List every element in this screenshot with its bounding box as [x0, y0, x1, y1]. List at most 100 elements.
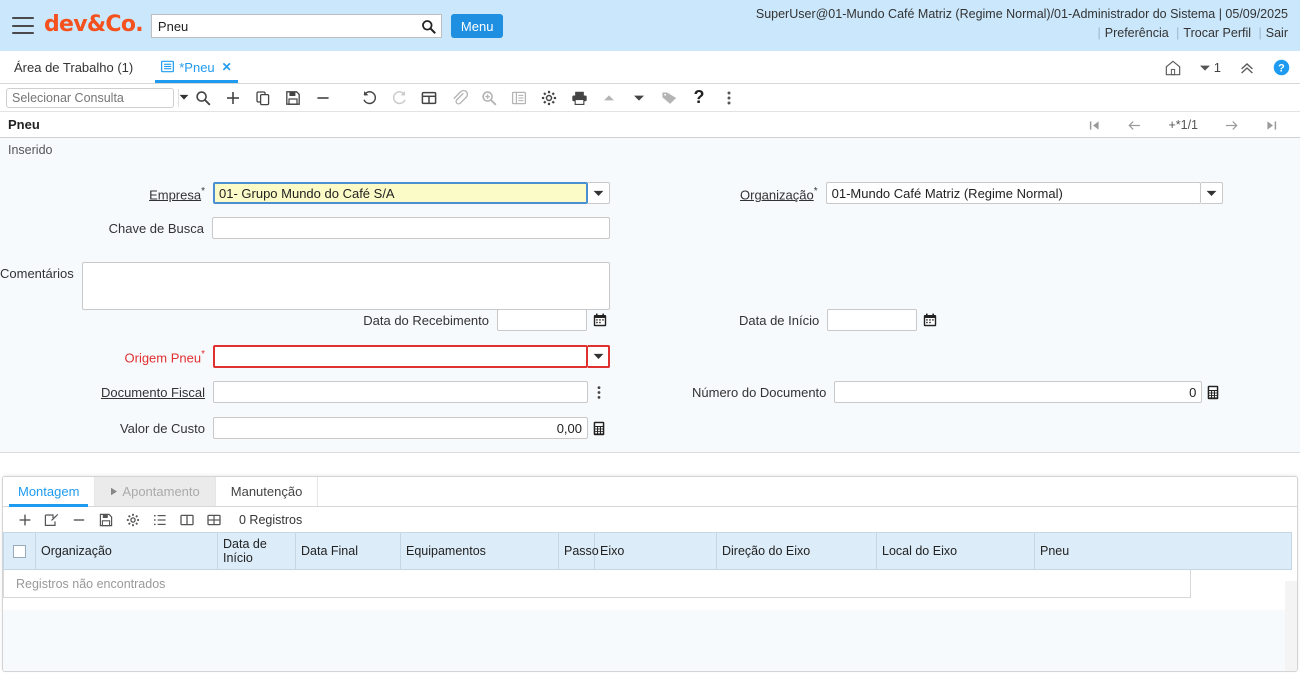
column-equipamentos[interactable]: Equipamentos	[400, 532, 559, 570]
close-icon[interactable]: ✕	[221, 60, 232, 74]
copy-icon[interactable]	[248, 85, 278, 111]
first-page-icon[interactable]	[1088, 119, 1101, 132]
comentarios-textarea[interactable]	[81, 262, 610, 310]
page-title: Pneu	[8, 117, 40, 132]
global-search-group	[150, 14, 442, 38]
query-selector[interactable]	[6, 87, 189, 108]
grid-empty-state: Registros não encontrados	[3, 570, 1191, 598]
column-passo[interactable]: Passo	[558, 532, 599, 570]
documento-fiscal-input[interactable]	[213, 381, 588, 403]
grid-toggle-icon[interactable]	[414, 85, 444, 111]
grid-header-row: Organização Data de Início Data Final Eq…	[3, 532, 1292, 570]
delete-icon[interactable]	[308, 85, 338, 111]
status-text: Inserido	[8, 142, 53, 157]
detail-grid: Organização Data de Início Data Final Eq…	[3, 532, 1292, 570]
remove-row-icon[interactable]	[65, 508, 92, 532]
empresa-label: Empresa*	[149, 186, 205, 203]
column-direcao-do-eixo[interactable]: Direção do Eixo	[716, 532, 877, 570]
empresa-input[interactable]	[213, 182, 588, 204]
column-eixo[interactable]: Eixo	[594, 532, 717, 570]
switch-profile-link[interactable]: Trocar Perfil	[1183, 26, 1252, 40]
more-icon[interactable]	[714, 85, 744, 111]
grid-toolbar: 0 Registros	[3, 507, 1297, 532]
column-local-do-eixo[interactable]: Local do Eixo	[876, 532, 1035, 570]
play-triangle-icon	[110, 484, 118, 499]
documento-fiscal-more-icon[interactable]	[588, 381, 610, 403]
select-all-checkbox[interactable]	[13, 545, 26, 559]
global-search-input[interactable]	[150, 14, 416, 38]
chevron-down-icon[interactable]	[624, 85, 654, 111]
origem-pneu-dropdown-icon[interactable]	[588, 345, 610, 368]
undo-icon[interactable]	[354, 85, 384, 111]
new-record-icon[interactable]	[218, 85, 248, 111]
print-icon[interactable]	[564, 85, 594, 111]
column-organizacao[interactable]: Organização	[35, 532, 218, 570]
search-icon[interactable]	[415, 14, 442, 38]
user-links: | Preferência | Trocar Perfil | Sair	[1097, 26, 1289, 40]
next-page-icon[interactable]	[1224, 119, 1239, 132]
valor-de-custo-input[interactable]	[213, 417, 588, 439]
organizacao-label: Organização*	[740, 186, 818, 203]
numero-do-documento-input[interactable]	[834, 381, 1203, 403]
record-count-dropdown[interactable]: 1	[1199, 60, 1221, 75]
data-de-inicio-label: Data de Início	[739, 313, 820, 328]
origem-pneu-input[interactable]	[213, 345, 588, 368]
search-icon[interactable]	[188, 85, 218, 111]
double-chevron-up-icon[interactable]	[1238, 59, 1256, 77]
column-data-de-inicio[interactable]: Data de Início	[217, 532, 296, 570]
calculator-icon[interactable]	[1202, 381, 1224, 403]
column-data-final[interactable]: Data Final	[295, 532, 401, 570]
chevron-down-icon[interactable]	[178, 88, 189, 107]
tab-label: *Pneu	[179, 59, 215, 75]
chave-de-busca-input[interactable]	[212, 217, 610, 239]
preference-link[interactable]: Preferência	[1104, 26, 1169, 40]
column-pneu[interactable]: Pneu	[1034, 532, 1292, 570]
data-do-recebimento-label: Data do Recebimento	[363, 313, 489, 328]
data-de-inicio-input[interactable]	[827, 309, 918, 331]
home-icon[interactable]	[1164, 59, 1182, 77]
organizacao-dropdown-icon[interactable]	[1200, 182, 1223, 204]
help-icon[interactable]: ?	[693, 87, 705, 107]
tab-pneu[interactable]: *Pneu ✕	[147, 51, 245, 83]
settings-icon[interactable]	[119, 508, 146, 532]
calculator-icon[interactable]	[588, 417, 610, 439]
logout-link[interactable]: Sair	[1265, 26, 1288, 40]
organizacao-input[interactable]	[825, 182, 1201, 204]
zoom-icon[interactable]	[474, 85, 504, 111]
grid-view-icon[interactable]	[200, 508, 227, 532]
report-icon[interactable]	[504, 85, 534, 111]
data-do-recebimento-input[interactable]	[497, 309, 587, 331]
add-row-icon[interactable]	[11, 508, 38, 532]
save-row-icon[interactable]	[92, 508, 119, 532]
chave-de-busca-label: Chave de Busca	[108, 221, 204, 236]
record-header: Pneu +*1/1	[0, 112, 1300, 138]
action-toolbar: ?	[0, 84, 1300, 112]
chevron-up-icon[interactable]	[594, 85, 624, 111]
list-view-icon[interactable]	[146, 508, 173, 532]
select-all-header[interactable]	[3, 532, 36, 570]
query-select-input[interactable]	[7, 88, 178, 107]
calendar-icon[interactable]	[590, 309, 610, 331]
last-page-icon[interactable]	[1265, 119, 1278, 132]
tab-montagem[interactable]: Montagem	[3, 477, 96, 507]
numero-do-documento-label: Número do Documento	[692, 385, 827, 400]
tab-area-de-trabalho[interactable]: Área de Trabalho (1)	[0, 51, 147, 83]
detail-panel: Montagem Apontamento Manutenção	[2, 476, 1298, 672]
detail-tab-bar: Montagem Apontamento Manutenção	[3, 477, 1297, 507]
hamburger-menu-icon[interactable]	[12, 17, 34, 34]
column-view-icon[interactable]	[173, 508, 200, 532]
grid-vertical-scrollbar[interactable]	[1285, 581, 1297, 671]
tab-manutencao[interactable]: Manutenção	[216, 477, 319, 506]
prev-page-icon[interactable]	[1127, 119, 1142, 132]
attachment-icon[interactable]	[444, 85, 474, 111]
menu-button[interactable]: Menu	[450, 14, 504, 38]
save-icon[interactable]	[278, 85, 308, 111]
app-header: dev&Co. Menu SuperUser@01-Mundo Café Mat…	[0, 0, 1300, 51]
edit-row-icon[interactable]	[38, 508, 65, 532]
tag-icon[interactable]	[654, 85, 684, 111]
empresa-dropdown-icon[interactable]	[588, 182, 610, 204]
tab-label: Montagem	[18, 484, 80, 499]
calendar-icon[interactable]	[920, 309, 940, 331]
help-circle-icon[interactable]: ?	[1273, 59, 1290, 76]
gear-icon[interactable]	[534, 85, 564, 111]
